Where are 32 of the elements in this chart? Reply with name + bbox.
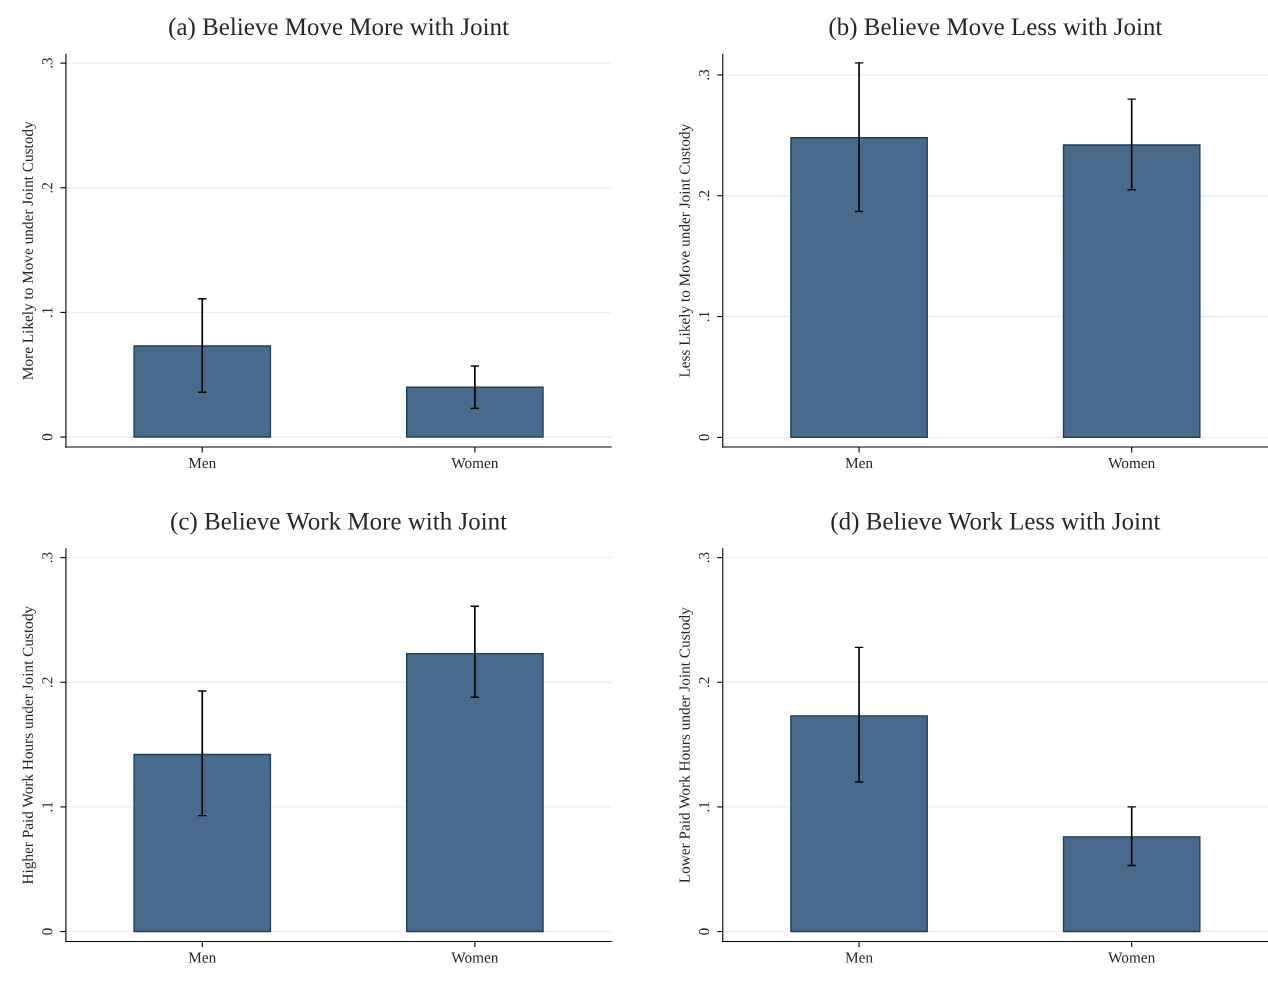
x-tick-label: Men bbox=[845, 458, 873, 469]
y-tick-label: .2 bbox=[42, 677, 53, 687]
chart-title: (a) Believe Move More with Joint bbox=[169, 17, 509, 41]
y-tick-label: .1 bbox=[42, 307, 53, 318]
x-tick-label: Men bbox=[845, 952, 873, 963]
y-tick-label: .1 bbox=[699, 311, 710, 322]
y-axis-title: Lower Paid Work Hours under Joint Custody bbox=[679, 607, 693, 883]
y-axis-title: More Likely to Move under Joint Custody bbox=[22, 121, 37, 380]
x-tick-label: Women bbox=[451, 458, 499, 469]
x-tick-label: Men bbox=[188, 458, 217, 469]
y-tick-label: .3 bbox=[698, 552, 710, 563]
y-tick-label: .3 bbox=[42, 57, 53, 68]
y-tick-label: .2 bbox=[698, 677, 710, 687]
y-tick-label: .2 bbox=[698, 190, 710, 201]
y-tick-label: .2 bbox=[42, 182, 53, 193]
y-tick-label: .3 bbox=[42, 552, 53, 563]
x-tick-label: Women bbox=[1108, 952, 1156, 963]
x-tick-label: Women bbox=[1108, 458, 1156, 469]
chart-title: (c) Believe Work More with Joint bbox=[171, 512, 507, 535]
y-axis-title: Higher Paid Work Hours under Joint Custody bbox=[22, 605, 37, 885]
y-tick-label: .1 bbox=[699, 802, 710, 812]
y-tick-label: 0 bbox=[42, 433, 53, 441]
y-tick-label: .1 bbox=[42, 802, 53, 812]
chart-title: (b) Believe Move Less with Joint bbox=[829, 17, 1163, 41]
x-tick-label: Men bbox=[188, 952, 217, 963]
y-tick-label: 0 bbox=[698, 928, 710, 935]
y-tick-label: .3 bbox=[698, 69, 710, 80]
y-tick-label: 0 bbox=[698, 434, 710, 441]
chart-title: (d) Believe Work Less with Joint bbox=[831, 512, 1161, 535]
x-tick-label: Women bbox=[451, 952, 499, 963]
y-axis-title: Less Likely to Move under Joint Custody bbox=[679, 123, 693, 378]
y-tick-label: 0 bbox=[42, 928, 53, 935]
